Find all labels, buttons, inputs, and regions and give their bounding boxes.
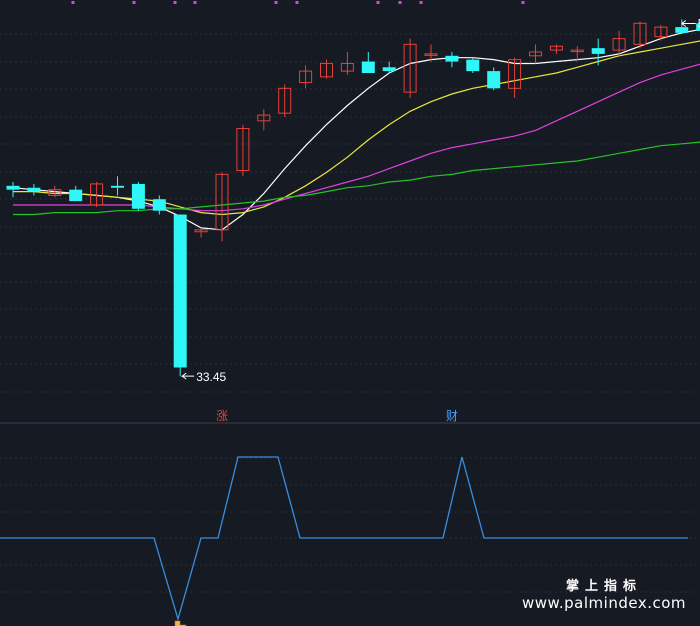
candlestick-series (6, 19, 700, 377)
candle-body (131, 183, 145, 209)
candle-body (152, 199, 166, 211)
candle-body (508, 59, 522, 89)
candle-body (320, 62, 333, 78)
candle-body (27, 187, 41, 192)
ma-line (13, 141, 700, 216)
top-dot (398, 1, 402, 4)
candle-body (257, 114, 271, 122)
top-dot (376, 1, 380, 4)
candle-body (194, 229, 208, 233)
watermark-cn: 掌上指标 (565, 579, 642, 594)
candle-body (173, 214, 187, 368)
top-dot (173, 1, 177, 4)
candle-body (654, 26, 668, 38)
top-dot (419, 1, 423, 4)
top-dot (295, 1, 299, 4)
candle-body (299, 70, 313, 84)
indicator-panel (0, 456, 688, 626)
candle-body (591, 48, 605, 54)
watermark: 掌上指标 www.palmindex.com (522, 575, 686, 612)
candle-body (570, 49, 584, 53)
signal-marker: 财 (446, 409, 458, 423)
candle-body (111, 185, 124, 188)
candle-body (69, 189, 83, 202)
candle-body (487, 71, 501, 89)
signal-marker: 涨 (216, 408, 228, 423)
price-annotations: 52.00 33.45 涨 财 (180, 16, 700, 423)
candle-body (424, 53, 438, 56)
candle-body (549, 45, 563, 51)
candle-body (278, 87, 292, 114)
candle-body (696, 23, 700, 31)
candle-body (529, 51, 542, 57)
candle-body (633, 22, 647, 45)
candle-body (445, 55, 459, 62)
candle-body (361, 61, 375, 74)
top-dot (132, 1, 136, 4)
candle-body (48, 189, 62, 196)
indicator-line (0, 456, 688, 622)
candle-body (466, 59, 480, 72)
candle-body (675, 27, 689, 33)
high-price-label: 52.00 (698, 16, 700, 30)
candle-body (236, 127, 250, 172)
top-dot (521, 1, 525, 4)
low-arrow (180, 372, 195, 380)
low-price-label: 33.45 (196, 370, 226, 384)
top-dot (193, 1, 197, 4)
candle-body (6, 185, 20, 190)
ma-line (12, 28, 700, 231)
candle-body (612, 38, 626, 51)
high-arrow (681, 20, 696, 27)
top-dot-row (71, 1, 525, 4)
candle-body (90, 183, 104, 206)
candle-body (403, 43, 417, 93)
candle-body (382, 67, 396, 72)
candle-body (340, 62, 354, 72)
grid-lines (0, 33, 700, 593)
moving-average-lines (12, 28, 700, 231)
watermark-url: www.palmindex.com (521, 594, 686, 612)
top-dot (274, 1, 278, 4)
pointer-hand-icon (174, 620, 187, 626)
top-dot (71, 1, 75, 4)
candle-body (215, 173, 229, 231)
